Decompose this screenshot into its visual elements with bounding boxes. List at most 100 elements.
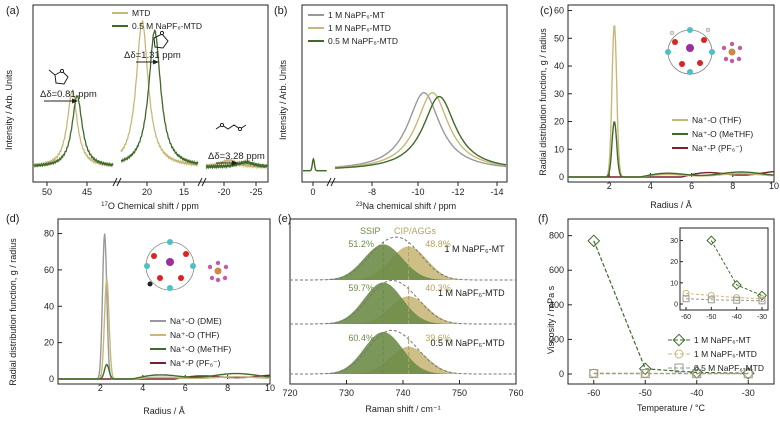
cip-percent-label: 48.8% [425, 239, 451, 249]
data-point-diamond [587, 234, 601, 248]
y-tick-label: 0 [559, 172, 564, 182]
panel-f-legend: 1 M NaPF₆-MT 1 M NaPF₆-MTD 0.5 M NaPF₆-M… [668, 333, 764, 373]
panel-c-curves [568, 25, 775, 178]
panel-d-ylabel: Radial distribution function, g / radius [8, 238, 18, 386]
panel-b-xticks: 0 -8 -10 -12 -14 [310, 182, 504, 197]
y-tick-label: 200 [549, 334, 564, 344]
data-point-diamond [706, 235, 717, 246]
ssip-band [290, 332, 516, 374]
y-tick-label: 10 [554, 144, 564, 154]
x-tick-label: 2 [607, 181, 612, 191]
y-tick-label: 40 [44, 301, 54, 311]
panel-f-inset: -60 -50 -40 -30 0 10 20 30 [670, 235, 767, 321]
x-tick-label: 740 [395, 388, 410, 398]
b-xtick: -12 [451, 187, 464, 197]
b-xtick: 0 [310, 187, 315, 197]
x-tick-label: 720 [282, 388, 297, 398]
rdf-line-dme [58, 233, 270, 380]
legend-label: 1 M NaPF₆-MT [694, 335, 751, 345]
spectrum-line-mtd [33, 88, 114, 168]
a-xtick: -25 [249, 187, 262, 197]
inset-x-tick-label: -60 [681, 314, 691, 321]
panel-c: (c) Radial distribution function, g / ra… [538, 4, 779, 210]
panel-b: (b) Intensity / Arb. Units 0 -8 -10 -12 … [274, 4, 508, 211]
y-tick-label: 0 [49, 374, 54, 384]
x-tick-label: 4 [140, 383, 145, 393]
data-point-circle [758, 295, 766, 303]
ssip-band [290, 282, 516, 324]
methf-molecule-icon [48, 68, 69, 85]
panel-c-ticks: 2 4 6 8 10 0 10 20 30 40 50 60 [554, 6, 779, 191]
y-tick-label: 50 [554, 33, 564, 43]
panel-b-frame [301, 4, 508, 183]
arrow-head [232, 160, 238, 166]
y-tick-label: 20 [554, 117, 564, 127]
spectrum-line-mtd [120, 19, 199, 168]
panel-d: (d) Radial distribution function, g / ra… [6, 213, 275, 416]
spectrum-line-nf-mtd [33, 95, 114, 168]
rdf-line-thf [568, 25, 774, 178]
annotation-delta-methf: Δδ=0.81 ppm [40, 89, 97, 100]
panel-f: (f) Viscosity / mPa s -60 -50 -40 -30020040… [538, 213, 775, 413]
series-line [593, 240, 749, 374]
data-point-circle [707, 292, 715, 300]
legend-label: 0.5 M NaPF₆-MTD [694, 363, 764, 373]
panel-d-curves [58, 233, 271, 380]
y-tick-label: 80 [44, 229, 54, 239]
panel-d-xlabel: Radius / Å [143, 406, 185, 416]
a-xtick: 45 [82, 187, 92, 197]
data-point-square [589, 369, 599, 379]
inset-x-tick-label: -30 [757, 314, 767, 321]
panel-b-xlabel: 23Na chemical shift / ppm [356, 201, 456, 211]
y-tick-label: 40 [554, 61, 564, 71]
inset-series-line [685, 292, 763, 300]
data-point-square [682, 295, 690, 303]
x-tick-label: 6 [183, 383, 188, 393]
data-point-square [733, 296, 741, 304]
spectrum-line-mt [334, 91, 507, 168]
panel-d-ticks: 2 4 6 8 10 0 20 40 60 80 [44, 229, 275, 393]
y-tick-label: 600 [549, 265, 564, 275]
x-tick-label: 4 [648, 181, 653, 191]
x-tick-label: 8 [730, 181, 735, 191]
x-tick-label: 8 [225, 383, 230, 393]
panel-b-axis-break [326, 177, 336, 187]
sample-label: 0.5 M NaPF₆-MTD [431, 338, 506, 348]
legend-label: Na⁺-O (THF) [692, 115, 742, 125]
panel-b-ylabel: Intensity / Arb. Units [278, 59, 288, 140]
x-tick-label: -30 [742, 388, 755, 398]
a-xtick: 50 [42, 187, 52, 197]
inset-y-tick-label: 30 [670, 238, 678, 245]
legend-label: Na⁺-O (MeTHF) [692, 129, 753, 139]
spectrum-line-nf-mtd [303, 157, 327, 172]
panel-a-label: (a) [6, 5, 19, 17]
data-point-square [692, 369, 702, 379]
data-point-square [743, 369, 753, 379]
dme-molecule-icon [215, 122, 247, 132]
solvation-cluster-icon [665, 27, 715, 75]
x-tick-label: 10 [769, 181, 779, 191]
arrow-head [153, 59, 159, 65]
inset-x-tick-label: -40 [732, 314, 742, 321]
panel-f-frame [567, 218, 775, 385]
y-tick-label: 60 [44, 265, 54, 275]
panel-a-xlabel: 17O Chemical shift / ppm [101, 201, 199, 211]
panel-f-inset-frame [679, 227, 769, 311]
a-xtick: 15 [179, 187, 189, 197]
panel-f-label: (f) [538, 213, 548, 225]
panel-f-ylabel: Viscosity / mPa s [546, 285, 556, 354]
legend-label: 0.5 M NaPF₆-MTD [132, 21, 202, 31]
spectrum-line-nf-mtd [120, 29, 199, 165]
panel-a-xticks: 50 45 20 15 -20 -25 [42, 182, 263, 197]
data-point-diamond [638, 362, 652, 376]
x-tick-label: -60 [587, 388, 600, 398]
legend-label: 1 M NaPF₆-MTD [328, 23, 391, 33]
ssip-band [290, 244, 516, 280]
ssip-percent-label: 59.7% [348, 283, 374, 293]
inset-series-line [685, 298, 763, 302]
b-xtick: -10 [411, 187, 424, 197]
legend-label: Na⁺-O (THF) [170, 330, 220, 340]
inset-y-tick-label: 10 [670, 280, 678, 287]
